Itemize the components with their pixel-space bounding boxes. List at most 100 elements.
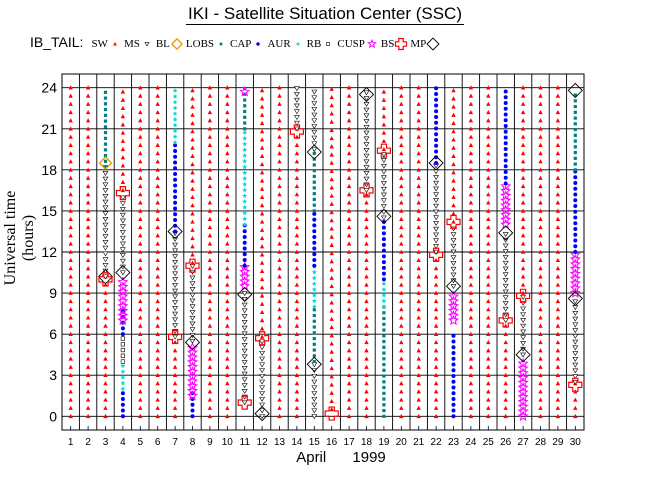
data-point-sw [520,85,526,90]
data-point-sw [68,282,73,287]
data-point-sw [138,339,143,345]
data-point-sw [138,315,143,320]
data-point-ms [102,211,109,217]
data-point-ms [363,148,370,153]
data-point-aur [120,369,126,374]
event-mp [254,405,270,422]
data-point-sw [225,183,230,189]
data-point-sw [225,241,230,246]
x-tick-label: 12 [257,437,269,448]
data-point-sw [329,242,334,247]
data-point-sw [225,208,230,213]
data-point-ms [189,298,196,304]
data-point-sw [207,233,213,238]
legend-marker-cross [395,38,408,51]
data-point-ms [502,318,509,324]
data-point-sw [172,356,178,361]
event-bs-cross [115,186,130,201]
data-point-sw [486,167,491,172]
data-point-ms [119,258,126,264]
data-point-cusp [186,389,199,401]
data-point-aur [381,304,387,309]
data-point-ms [380,158,387,164]
data-point-sw [225,282,230,287]
data-point-sw [451,170,456,175]
data-point-ms [241,320,248,325]
data-point-sw [520,192,526,197]
data-point-ms [311,89,318,95]
data-point-sw [294,274,300,279]
data-point-lobs [573,99,577,103]
data-point-cap [120,408,125,413]
data-point-sw [85,200,91,205]
data-point-cusp [569,268,581,279]
data-point-ms [363,125,370,130]
data-point-sw [225,397,230,402]
data-point-sw [155,192,160,197]
data-point-sw [329,398,334,404]
data-point-sw [172,372,178,378]
data-point-ms [311,101,318,107]
data-point-sw [138,159,143,164]
x-tick-label: 11 [240,437,251,448]
data-point-cap [573,198,578,203]
data-point-cap [173,177,178,182]
data-point-sw [399,274,404,279]
data-point-lobs [573,93,577,97]
data-point-ms [189,287,196,293]
data-point-ms [172,317,179,323]
data-point-sw [138,331,143,336]
data-point-aur [120,374,126,380]
event-bs [376,143,391,158]
data-point-ms [259,408,266,414]
data-point-sw [85,167,91,172]
data-point-sw [346,372,352,378]
data-point-ms [502,266,509,272]
data-point-cusp [569,248,581,260]
data-point-ms [311,112,318,118]
data-point-sw [68,159,73,164]
data-point-sw [520,175,526,180]
data-point-sw [103,381,108,386]
data-point-sw [433,323,439,328]
data-point-sw [190,120,195,126]
data-point-cap [451,397,456,402]
data-point-lobs [573,104,577,109]
data-point-sw [503,372,508,378]
data-point-sw [155,134,160,139]
data-point-ms [450,284,457,290]
data-point-sw [468,307,474,312]
data-point-sw [555,339,561,345]
data-point-sw [486,200,491,205]
data-point-sw [85,339,91,345]
data-point-cusp [517,362,529,374]
data-point-ms [433,215,440,221]
legend-swatch-cap [256,42,261,47]
data-point-ms [363,90,370,96]
data-point-ms [433,175,440,181]
data-point-lobs [382,311,386,315]
data-point-sw [155,109,160,115]
data-point-ms [572,345,579,351]
data-point-sw [207,109,213,115]
data-point-sw [259,120,265,126]
data-point-lobs [382,408,386,413]
data-point-lobs [312,313,316,318]
data-point-sw [399,109,404,115]
data-point-sw [138,233,143,238]
data-point-sw [538,101,543,106]
data-point-sw [416,405,421,410]
data-point-cusp [517,410,529,421]
data-point-aur [242,176,248,181]
data-point-sw [555,249,561,254]
data-point-sw [155,257,160,263]
event-bs-cross [324,406,339,421]
data-point-sw [138,208,143,213]
data-point-sw [555,397,561,402]
data-point-sw [138,241,143,246]
data-point-sw [277,93,282,98]
data-point-sw [103,323,108,328]
data-point-cap [242,263,247,268]
data-point-cap [451,414,456,419]
data-point-sw [190,96,195,101]
